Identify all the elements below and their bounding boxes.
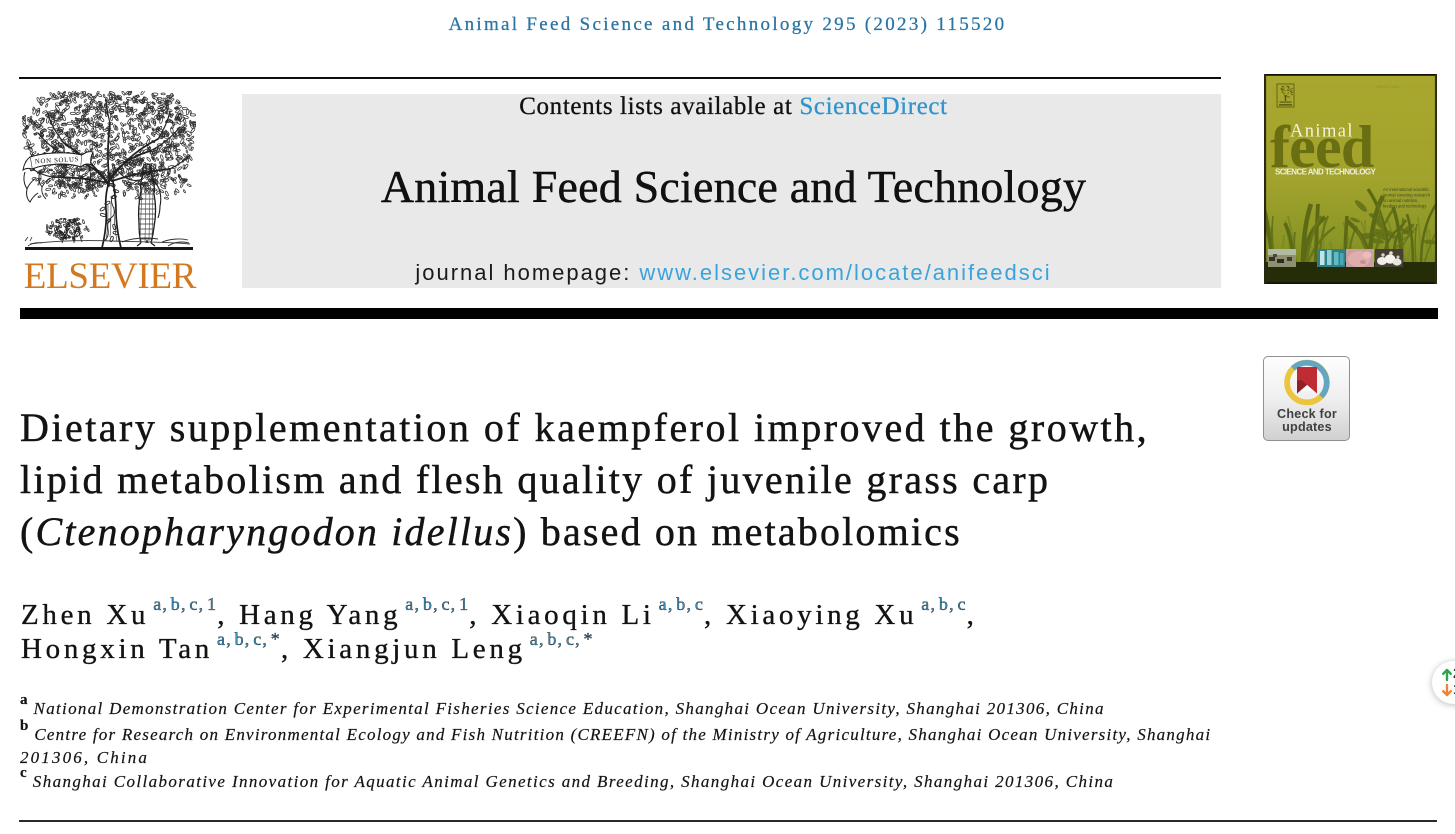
- svg-text:updates: updates: [1282, 420, 1332, 434]
- svg-text:on animal nutrition,: on animal nutrition,: [1383, 198, 1418, 203]
- svg-text:ISSN 0377-8401: ISSN 0377-8401: [1376, 85, 1400, 89]
- svg-text:SCIENCE AND TECHNOLOGY: SCIENCE AND TECHNOLOGY: [1275, 168, 1377, 177]
- svg-text:journal covering research: journal covering research: [1382, 193, 1431, 198]
- svg-text:An international scientific: An international scientific: [1383, 187, 1429, 192]
- svg-text:NON SOLUS: NON SOLUS: [35, 156, 80, 165]
- svg-text:Check for: Check for: [1277, 407, 1337, 421]
- svg-text:Animal: Animal: [1290, 122, 1354, 142]
- svg-text:feed: feed: [1270, 114, 1374, 180]
- svg-text:feeding and technology: feeding and technology: [1383, 204, 1427, 209]
